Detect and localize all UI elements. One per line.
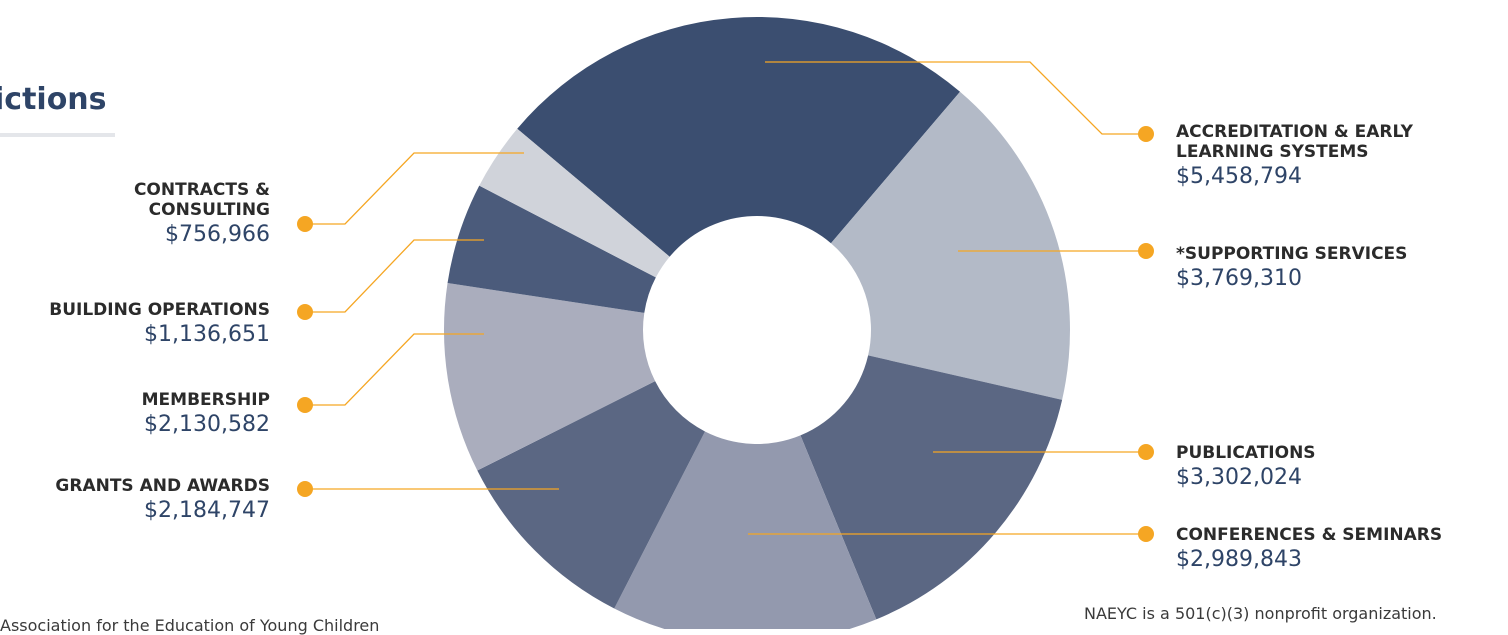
footer-organization-name: Association for the Education of Young C…: [0, 616, 380, 635]
leader-dot-2: [1138, 444, 1154, 460]
slices-group: [444, 16, 1070, 629]
slice-7: [479, 128, 670, 278]
label-contracts: CONTRACTS & CONSULTING $756,966: [90, 180, 270, 248]
label-name: CONTRACTS & CONSULTING: [133, 180, 270, 221]
label-name: CONFERENCES & SEMINARS: [1176, 525, 1443, 545]
slice-4: [477, 381, 706, 609]
label-name: *SUPPORTING SERVICES: [1176, 244, 1408, 264]
title-underline: [0, 133, 115, 137]
label-name: ACCREDITATION & EARLY LEARNING SYSTEMS: [1176, 122, 1413, 163]
label-amount: $3,302,024: [1176, 465, 1302, 491]
leader-dot-1: [1138, 243, 1154, 259]
label-name: MEMBERSHIP: [141, 390, 270, 410]
label-membership: MEMBERSHIP $2,130,582: [142, 390, 270, 438]
leader-dot-5: [297, 397, 313, 413]
leader-line-5: [305, 333, 484, 406]
leader-line-0: [765, 61, 1146, 135]
leader-dot-3: [1138, 526, 1154, 542]
label-amount: $1,136,651: [144, 322, 270, 348]
label-amount: $756,966: [165, 222, 270, 248]
slice-6: [447, 185, 656, 313]
leader-dot-0: [1138, 126, 1154, 142]
label-amount: $3,769,310: [1176, 266, 1302, 292]
label-name: BUILDING OPERATIONS: [49, 300, 270, 320]
label-building-operations: BUILDING OPERATIONS $1,136,651: [49, 300, 270, 348]
leader-line-6: [305, 239, 484, 313]
leader-lines-group: [297, 61, 1154, 542]
section-title: ictions: [0, 82, 107, 117]
label-publications: PUBLICATIONS $3,302,024: [1176, 443, 1316, 491]
slice-2: [800, 355, 1063, 620]
slice-1: [830, 91, 1070, 400]
label-amount: $2,184,747: [144, 498, 270, 524]
label-accreditation: ACCREDITATION & EARLY LEARNING SYSTEMS $…: [1176, 122, 1456, 190]
label-amount: $5,458,794: [1176, 164, 1302, 190]
label-amount: $2,989,843: [1176, 547, 1302, 573]
label-supporting-services: *SUPPORTING SERVICES $3,769,310: [1176, 244, 1407, 292]
leader-line-7: [305, 152, 524, 225]
leader-dot-6: [297, 304, 313, 320]
slice-3: [614, 431, 877, 629]
slice-5: [444, 283, 656, 471]
label-amount: $2,130,582: [144, 412, 270, 438]
leader-dot-4: [297, 481, 313, 497]
leader-dot-7: [297, 216, 313, 232]
footer-nonprofit-note: NAEYC is a 501(c)(3) nonprofit organizat…: [1084, 604, 1437, 623]
label-name: GRANTS AND AWARDS: [55, 476, 270, 496]
label-name: PUBLICATIONS: [1176, 443, 1316, 463]
label-grants: GRANTS AND AWARDS $2,184,747: [55, 476, 270, 524]
label-conferences: CONFERENCES & SEMINARS $2,989,843: [1176, 525, 1442, 573]
slice-0: [517, 16, 961, 257]
